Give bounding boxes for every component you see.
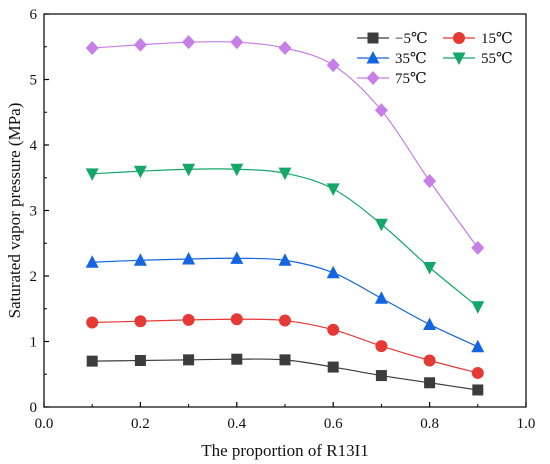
series-4: [85, 35, 485, 255]
data-point: [230, 251, 244, 264]
x-tick-label: 0.6: [324, 416, 343, 432]
data-point: [278, 167, 292, 181]
data-point: [230, 163, 244, 177]
legend-label: 55℃: [481, 51, 513, 67]
y-tick-label: 3: [30, 204, 38, 220]
y-tick-label: 6: [30, 7, 38, 23]
legend-item: 55℃: [443, 51, 513, 67]
legend-marker: [452, 52, 466, 65]
data-point: [85, 41, 99, 56]
x-tick-label: 0.8: [420, 416, 439, 432]
y-tick-label: 1: [30, 335, 38, 351]
data-point: [423, 354, 436, 367]
data-point: [374, 291, 388, 304]
data-point: [182, 251, 196, 265]
data-point: [374, 103, 388, 118]
y-axis-title: Saturated vapor pressure (MPa): [5, 103, 24, 319]
series-group: [85, 35, 485, 396]
x-axis-title: The proportion of R13I1: [201, 441, 369, 460]
legend-marker: [453, 32, 465, 44]
y-tick-label: 0: [30, 400, 38, 416]
legend-marker: [367, 32, 379, 44]
data-point: [133, 253, 147, 266]
data-point: [230, 35, 244, 50]
data-point: [86, 316, 99, 329]
data-point: [85, 255, 99, 268]
data-point: [133, 37, 147, 52]
legend-marker: [366, 71, 380, 85]
data-point: [327, 361, 339, 373]
plot-frame: [43, 13, 527, 408]
data-point: [182, 35, 196, 50]
data-point: [424, 377, 436, 389]
legend-label: 15℃: [481, 31, 513, 47]
data-point: [134, 315, 147, 328]
data-point: [326, 58, 340, 73]
data-point: [278, 41, 292, 56]
legend-marker: [366, 51, 380, 64]
data-point: [471, 339, 485, 353]
data-point: [326, 265, 340, 279]
data-point: [278, 253, 292, 266]
ticks: 0.0 0.2 0.4 0.6 0.8 1.0 0 1 2 3 4 5 6: [30, 7, 536, 432]
x-tick-label: 0.0: [35, 416, 54, 432]
data-point: [471, 240, 485, 255]
series-2: [85, 251, 485, 353]
data-point: [182, 313, 195, 326]
data-point: [231, 353, 243, 365]
axes: [43, 13, 527, 408]
series-0: [86, 353, 484, 396]
data-point: [471, 366, 484, 379]
data-point: [182, 163, 196, 177]
legend-item: 35℃: [357, 51, 427, 67]
x-tick-label: 1.0: [517, 416, 536, 432]
data-point: [279, 354, 291, 366]
legend-label: 35℃: [395, 51, 427, 67]
data-point: [374, 218, 388, 232]
data-point: [183, 354, 195, 366]
data-point: [472, 384, 484, 396]
legend: −5℃ 15℃ 35℃ 55℃ 75℃: [357, 31, 513, 87]
data-point: [327, 323, 340, 336]
data-point: [85, 168, 99, 181]
legend-item: −5℃: [357, 31, 428, 47]
y-tick-label: 4: [30, 138, 38, 154]
data-point: [423, 261, 437, 275]
x-tick-label: 0.2: [131, 416, 150, 432]
legend-label: 75℃: [395, 71, 427, 87]
series-1: [86, 313, 484, 379]
series-line: [92, 257, 479, 348]
data-point: [375, 340, 388, 353]
data-point: [326, 183, 340, 196]
data-point: [375, 370, 387, 382]
x-tick-label: 0.4: [227, 416, 246, 432]
series-line: [92, 41, 479, 249]
data-point: [86, 355, 98, 367]
data-point: [423, 317, 437, 330]
data-point: [423, 174, 437, 189]
data-point: [279, 314, 291, 327]
data-point: [134, 354, 146, 366]
series-line: [92, 168, 479, 308]
series-3: [85, 163, 485, 314]
y-tick-label: 2: [30, 269, 38, 285]
data-point: [471, 301, 485, 314]
y-tick-label: 5: [30, 73, 38, 89]
legend-label: −5℃: [395, 31, 428, 47]
legend-item: 15℃: [443, 31, 513, 47]
data-point: [230, 313, 243, 326]
legend-item: 75℃: [357, 71, 427, 87]
data-point: [133, 165, 147, 179]
